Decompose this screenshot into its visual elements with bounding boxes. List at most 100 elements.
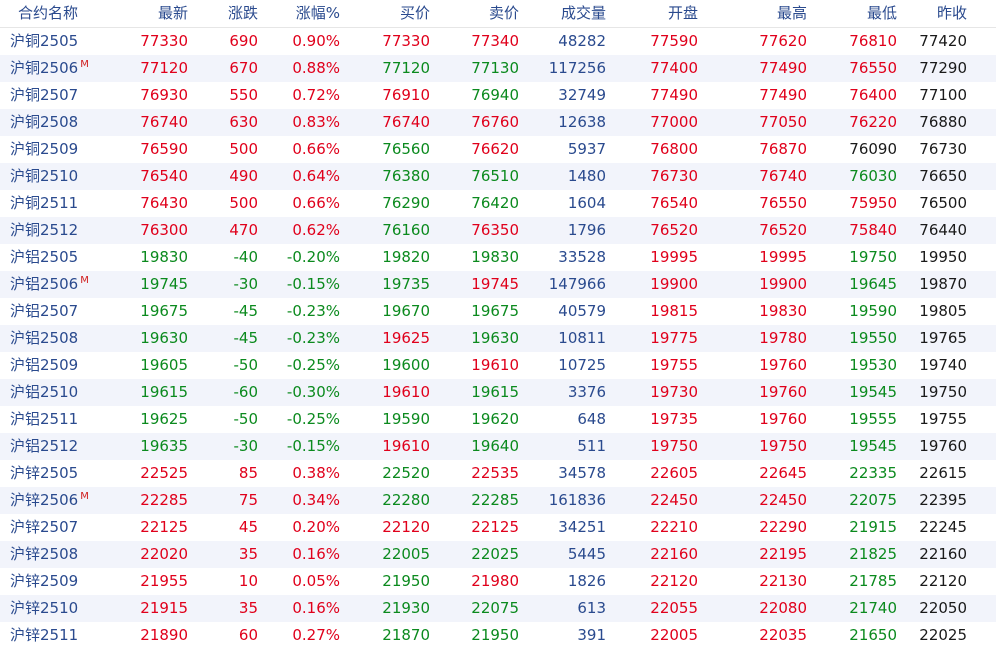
low-price: 19555 [849,410,897,428]
high-price: 77490 [759,86,807,104]
change-percent: -0.20% [286,248,340,266]
price-change: -50 [233,410,259,428]
volume: 511 [577,437,606,455]
last-price: 76740 [140,113,188,131]
table-row[interactable]: 沪铜2511 76430 500 0.66% 76290 76420 1604 76540 76… [0,190,996,217]
table-row[interactable]: 沪铝2509 19605 -50 -0.25% 19600 19610 10725 19755… [0,352,996,379]
price-change: 500 [229,140,258,158]
last-price: 76300 [140,221,188,239]
last-price: 19745 [140,275,188,293]
last-price: 76540 [140,167,188,185]
change-percent: 0.66% [292,194,340,212]
contract-name-text: 沪铝2512 [10,437,79,455]
table-row[interactable]: 沪锌2508 22020 35 0.16% 22005 22025 5445 22160 221… [0,541,996,568]
volume: 34251 [558,518,606,536]
volume: 161836 [548,491,606,509]
col-header-contract[interactable]: 合约名称 [18,4,79,22]
last-price: 76430 [140,194,188,212]
table-row[interactable]: 沪铜2507 76930 550 0.72% 76910 76940 32749 77490 7… [0,82,996,109]
prev-close: 77420 [919,32,967,50]
table-row[interactable]: 沪铜2505 77330 690 0.90% 77330 77340 48282 77590 7… [0,28,996,55]
bid-price: 76160 [382,221,430,239]
col-header-bid[interactable]: 买价 [399,4,430,22]
high-price: 19760 [759,410,807,428]
open-price: 76540 [650,194,698,212]
col-header-open[interactable]: 开盘 [667,4,698,22]
high-price: 22645 [759,464,807,482]
prev-close: 19755 [919,410,967,428]
table-row[interactable]: 沪铝2508 19630 -45 -0.23% 19625 19630 10811 19775… [0,325,996,352]
high-price: 22195 [759,545,807,563]
table-row[interactable]: 沪锌2505 22525 85 0.38% 22520 22535 34578 22605 22… [0,460,996,487]
contract-name: 沪铜2505 [0,28,96,55]
table-row[interactable]: 沪铝2511 19625 -50 -0.25% 19590 19620 648 19735 19… [0,406,996,433]
high-price: 76520 [759,221,807,239]
table-row[interactable]: 沪锌2510 21915 35 0.16% 21930 22075 613 22055 2208… [0,595,996,622]
price-change: 690 [229,32,258,50]
contract-name-text: 沪锌2505 [10,464,79,482]
change-percent: 0.16% [292,545,340,563]
price-change: 470 [229,221,258,239]
contract-name: 沪铜2511 [0,190,96,217]
table-row[interactable]: 沪铜2509 76590 500 0.66% 76560 76620 5937 76800 76… [0,136,996,163]
table-row[interactable]: 沪铝2505 19830 -40 -0.20% 19820 19830 33528 19995… [0,244,996,271]
prev-close: 76440 [919,221,967,239]
contract-name: 沪铜2508 [0,109,96,136]
bid-price: 19600 [382,356,430,374]
table-row[interactable]: 沪铝2506 M 19745 -30 -0.15% 19735 19745 147966 199… [0,271,996,298]
volume: 48282 [558,32,606,50]
table-row[interactable]: 沪铝2512 19635 -30 -0.15% 19610 19640 511 19750 19… [0,433,996,460]
price-change: 85 [238,464,258,482]
prev-close: 19950 [919,248,967,266]
open-price: 22120 [650,572,698,590]
bid-price: 21950 [382,572,430,590]
high-price: 77620 [759,32,807,50]
price-change: 10 [238,572,258,590]
change-percent: -0.30% [286,383,340,401]
prev-close: 76880 [919,113,967,131]
table-row[interactable]: 沪铜2512 76300 470 0.62% 76160 76350 1796 76520 76… [0,217,996,244]
contract-name-text: 沪锌2506 [10,491,79,509]
open-price: 19750 [650,437,698,455]
contract-name-text: 沪铝2508 [10,329,79,347]
bid-price: 22520 [382,464,430,482]
bid-price: 22120 [382,518,430,536]
contract-name-text: 沪铝2509 [10,356,79,374]
ask-price: 19630 [471,329,519,347]
price-change: 630 [229,113,258,131]
low-price: 19550 [849,329,897,347]
last-price: 22125 [140,518,188,536]
col-header-volume[interactable]: 成交量 [560,4,606,22]
table-row[interactable]: 沪铝2507 19675 -45 -0.23% 19670 19675 40579 19815… [0,298,996,325]
col-header-prev-close[interactable]: 昨收 [936,4,967,22]
change-percent: -0.23% [286,302,340,320]
low-price: 19645 [849,275,897,293]
low-price: 22075 [849,491,897,509]
table-row[interactable]: 沪锌2507 22125 45 0.20% 22120 22125 34251 22210 22… [0,514,996,541]
price-change: 60 [238,626,258,644]
last-price: 21915 [140,599,188,617]
table-row[interactable]: 沪锌2506 M 22285 75 0.34% 22280 22285 161836 22450… [0,487,996,514]
change-percent: 0.66% [292,140,340,158]
table-row[interactable]: 沪铜2506 M 77120 670 0.88% 77120 77130 117256 7740… [0,55,996,82]
table-row[interactable]: 沪铝2510 19615 -60 -0.30% 19610 19615 3376 19730 1… [0,379,996,406]
table-row[interactable]: 沪铜2508 76740 630 0.83% 76740 76760 12638 77000 7… [0,109,996,136]
contract-name-text: 沪锌2509 [10,572,79,590]
prev-close: 19765 [919,329,967,347]
prev-close: 77100 [919,86,967,104]
prev-close: 19760 [919,437,967,455]
contract-name: 沪铝2509 [0,352,96,379]
bid-price: 22005 [382,545,430,563]
col-header-low[interactable]: 最低 [866,4,897,22]
table-row[interactable]: 沪锌2511 21890 60 0.27% 21870 21950 391 22005 2203… [0,622,996,649]
col-header-last[interactable]: 最新 [157,4,188,22]
table-row[interactable]: 沪锌2509 21955 10 0.05% 21950 21980 1826 22120 221… [0,568,996,595]
volume: 34578 [558,464,606,482]
open-price: 19900 [650,275,698,293]
col-header-high[interactable]: 最高 [776,4,807,22]
col-header-change-pct[interactable]: 涨幅% [295,4,340,22]
last-price: 19830 [140,248,188,266]
table-row[interactable]: 沪铜2510 76540 490 0.64% 76380 76510 1480 76730 76… [0,163,996,190]
col-header-change[interactable]: 涨跌 [227,4,258,22]
col-header-ask[interactable]: 卖价 [488,4,519,22]
